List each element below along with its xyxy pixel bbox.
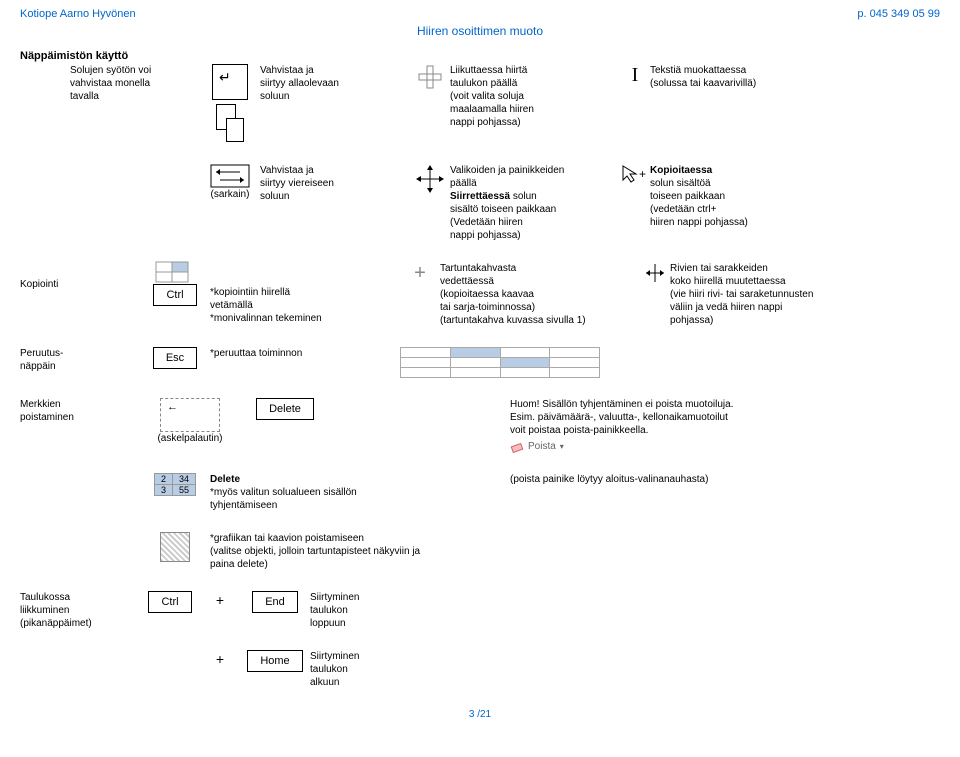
tab-key-icon [210,164,250,188]
ibeam-cursor-icon: I [632,64,639,87]
row6b: *grafiikan tai kaavion poistamiseen (val… [20,532,940,571]
shape-stack-icon [212,104,248,144]
end-key: End [252,591,298,613]
move-over-table-text: Liikuttaessa hiirtä taulukon päällä (voi… [450,64,620,129]
goto-start-text: Siirtyminen taulukon alkuun [310,650,460,689]
esc-key: Esc [153,347,197,369]
row2: (sarkain) Vahvistaa ja siirtyy viereisee… [20,164,940,242]
row4: Peruutus- näppäin Esc *peruuttaa toiminn… [20,347,940,378]
esc-label: Peruutus- näppäin [20,347,140,373]
main-title: Hiiren osoittimen muoto [20,24,940,38]
nav-label: Taulukossa liikkuminen (pikanäppäimet) [20,591,140,630]
fill-handle-text: Tartuntakahvasta vedettäessä (kopioitaes… [440,262,640,327]
edit-text-text: Tekstiä muokattaessa (solussa tai kaavar… [650,64,830,90]
copy-label: Kopiointi [20,278,140,291]
ribbon-note: (poista painike löytyy aloitus-valinanau… [510,473,860,486]
row3: Kopiointi Ctrl *kopiointiin hiirellä vet… [20,262,940,327]
plus-cursor-icon [417,64,443,90]
poista-btn-label: Poista [528,440,556,453]
section-keyboard-title: Näppäimistön käyttö [20,50,940,62]
row7b: + Home Siirtyminen taulukon alkuun [20,650,940,689]
copy-desc: *kopiointiin hiirellä vetämällä *monival… [210,286,400,325]
home-key: Home [247,650,302,672]
resize-text: Rivien tai sarakkeiden koko hiirellä muu… [670,262,860,327]
row1: Solujen syötön voi vahvistaa monella tav… [20,64,940,144]
chart-delete-text: *grafiikan tai kaavion poistamiseen (val… [210,532,610,571]
note2: Esim. päivämäärä-, valuutta-, kellonaika… [510,411,860,437]
copy-cursor-icon: + [621,164,649,186]
delete-label: Merkkien poistaminen [20,398,140,424]
esc-table-demo [400,347,600,378]
confirm-right-text: Vahvistaa ja siirtyy viereiseen soluun [260,164,410,203]
delete-key2: Delete [210,474,240,485]
intro-text: Solujen syötön voi vahvistaa monella tav… [70,64,200,103]
move-arrows-icon [415,164,445,194]
eraser-icon [510,439,524,453]
note1: Huom! Sisällön tyhjentäminen ei poista m… [510,398,860,411]
move-cursor-demo-icon [156,262,194,284]
goto-end-text: Siirtyminen taulukon loppuun [310,591,460,630]
confirm-down-text: Vahvistaa ja siirtyy allaolevaan soluun [260,64,410,103]
thin-plus-icon: + [414,262,426,285]
sarkain-label: (sarkain) [211,188,250,201]
backspace-icon [160,398,220,432]
row6: 234 355 Delete *myös valitun solualueen … [20,473,940,512]
author: Kotiope Aarno Hyvönen [20,8,136,20]
svg-text:+: + [639,167,646,181]
enter-key-icon [212,64,248,100]
page-number: 3 /21 [20,709,940,720]
dropdown-icon: ▾ [560,442,564,451]
copy-content-text: Kopioitaessa solun sisältöä toiseen paik… [650,164,830,229]
askel-label: (askelpalautin) [157,432,222,445]
page-header: Kotiope Aarno Hyvönen p. 045 349 05 99 [20,8,940,20]
ctrl-key: Ctrl [153,284,196,306]
plus1: + [216,591,224,609]
delete-key: Delete [256,398,314,420]
row7: Taulukossa liikkuminen (pikanäppäimet) C… [20,591,940,630]
plus2: + [216,650,224,668]
clear-range-text: *myös valitun solualueen sisällön tyhjen… [210,486,510,512]
resize-cursor-icon [644,262,666,284]
option-button-text: Valikoiden ja painikkeiden päällä Siirre… [450,164,620,242]
phone: p. 045 349 05 99 [857,8,940,20]
cells-demo: 234 355 [154,473,196,496]
chart-delete-icon [160,532,190,562]
undo-text: *peruuttaa toiminnon [210,347,400,360]
row5: Merkkien poistaminen (askelpalautin) Del… [20,398,940,453]
ctrl-key2: Ctrl [148,591,191,613]
